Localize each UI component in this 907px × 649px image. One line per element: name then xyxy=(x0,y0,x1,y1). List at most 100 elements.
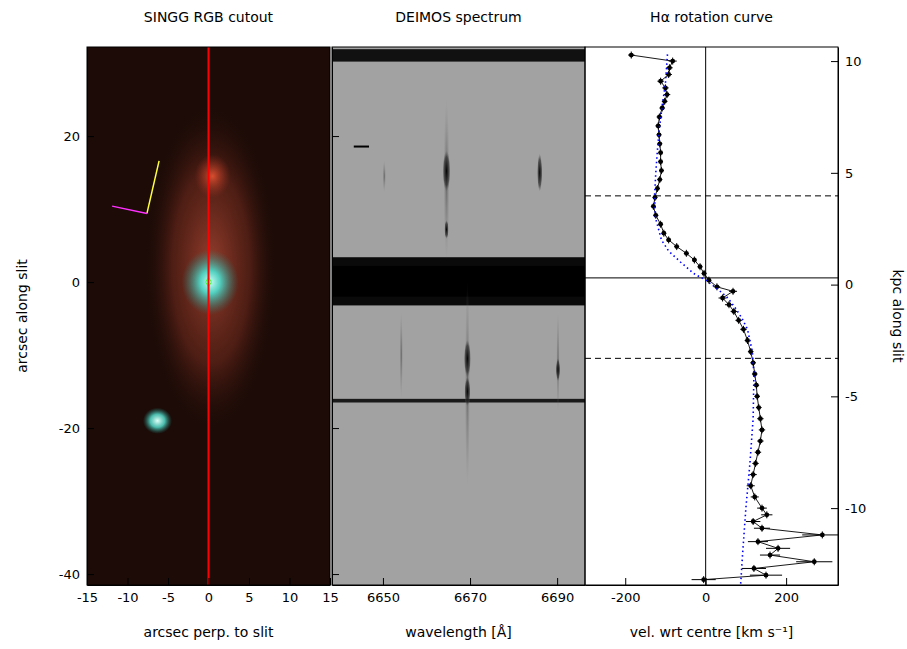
tick: 6690 xyxy=(541,578,574,605)
data-point xyxy=(741,327,746,332)
series-line xyxy=(631,55,822,580)
tick-mark xyxy=(831,173,838,174)
tick-label: -10 xyxy=(845,501,866,516)
tick-label: 15 xyxy=(322,590,339,605)
data-point xyxy=(658,79,663,84)
x-axis-line xyxy=(333,585,586,586)
tick xyxy=(332,136,339,137)
data-point xyxy=(655,186,660,191)
tick xyxy=(332,574,339,575)
data-point xyxy=(701,577,706,582)
tick: -5 xyxy=(162,578,175,605)
panel-frame xyxy=(585,47,838,585)
data-point xyxy=(684,251,689,256)
data-point xyxy=(751,519,756,524)
tick: 10 xyxy=(282,578,299,605)
tick-mark xyxy=(625,578,626,585)
panel-3: -2000200-10-50510Hα rotation curvevel. w… xyxy=(585,9,906,640)
tick-mark xyxy=(831,61,838,62)
data-point xyxy=(706,278,711,283)
data-point xyxy=(656,124,661,129)
x-axis-title: arcsec perp. to slit xyxy=(144,624,274,640)
tick: 6650 xyxy=(367,578,400,605)
tick: -10 xyxy=(831,501,866,516)
data-point xyxy=(658,159,663,164)
data-point xyxy=(768,553,773,558)
tick-label: -10 xyxy=(117,590,138,605)
tick-label: 20 xyxy=(63,129,80,144)
data-point xyxy=(756,539,761,544)
data-point xyxy=(736,318,741,323)
x-axis-title: vel. wrt centre [km s⁻¹] xyxy=(630,624,793,640)
data-point xyxy=(629,53,634,58)
nii-knot xyxy=(556,358,560,381)
tick-label: 10 xyxy=(845,54,862,69)
tick: 5 xyxy=(831,165,853,180)
tick-label: -5 xyxy=(162,590,175,605)
tick-mark xyxy=(87,136,94,137)
data-point xyxy=(760,427,765,432)
data-point xyxy=(820,533,825,538)
tick: 0 xyxy=(72,275,94,290)
tick: -10 xyxy=(117,578,138,605)
y-axis-line xyxy=(332,48,333,586)
tick-mark xyxy=(831,285,838,286)
tick: 0 xyxy=(831,277,853,292)
nii-line xyxy=(556,311,559,413)
tick-mark xyxy=(706,578,707,585)
data-point xyxy=(658,150,663,155)
data-point xyxy=(660,106,665,111)
tick-mark xyxy=(831,508,838,509)
x-axis: 665066706690 xyxy=(333,578,586,605)
data-point xyxy=(758,416,763,421)
data-point xyxy=(748,483,753,488)
figure: -15-10-5051015-40-20020SINGG RGB cutouta… xyxy=(0,0,907,649)
tick: 200 xyxy=(774,578,799,605)
tick-label: 5 xyxy=(845,165,853,180)
tick: 0 xyxy=(205,578,213,605)
data-point xyxy=(752,495,757,500)
data-point xyxy=(753,461,758,466)
tick-mark xyxy=(290,578,291,585)
image-background xyxy=(87,47,330,585)
tick-label: 5 xyxy=(245,590,253,605)
edge-band xyxy=(332,49,585,61)
tick-mark xyxy=(786,578,787,585)
panel-frame xyxy=(332,47,585,585)
tick: 10 xyxy=(831,54,862,69)
tick xyxy=(332,428,339,429)
continuum xyxy=(332,257,585,305)
y-axis xyxy=(332,48,339,586)
data-point xyxy=(692,258,697,263)
data-point xyxy=(751,472,756,477)
x-axis-line xyxy=(586,585,839,586)
tick-label: 6690 xyxy=(541,590,574,605)
tick-label: 0 xyxy=(845,277,853,292)
data-point xyxy=(756,405,761,410)
halpha-streak-lower xyxy=(465,282,470,486)
data-point xyxy=(731,289,736,294)
x-axis: -15-10-5051015 xyxy=(77,578,339,605)
data-point xyxy=(666,237,671,242)
reference-line-h xyxy=(585,195,838,196)
tick-label: 0 xyxy=(72,275,80,290)
x-axis-title: wavelength [Å] xyxy=(405,624,512,640)
tick-mark xyxy=(87,282,94,283)
data-point xyxy=(727,302,732,307)
tick-mark xyxy=(557,578,558,585)
tick-mark xyxy=(470,578,471,585)
tick-mark xyxy=(87,574,94,575)
data-point xyxy=(764,573,769,578)
tick-label: 0 xyxy=(702,590,710,605)
data-point xyxy=(752,566,757,571)
compass-east xyxy=(112,206,147,213)
series-line xyxy=(655,54,754,584)
y-axis-line xyxy=(87,48,88,586)
nii-line xyxy=(537,154,542,192)
data-point xyxy=(760,526,765,531)
data-point xyxy=(666,72,671,77)
halpha-knot xyxy=(444,220,448,239)
chip-gap xyxy=(332,399,585,403)
data-point xyxy=(758,439,763,444)
tick-mark xyxy=(128,578,129,585)
